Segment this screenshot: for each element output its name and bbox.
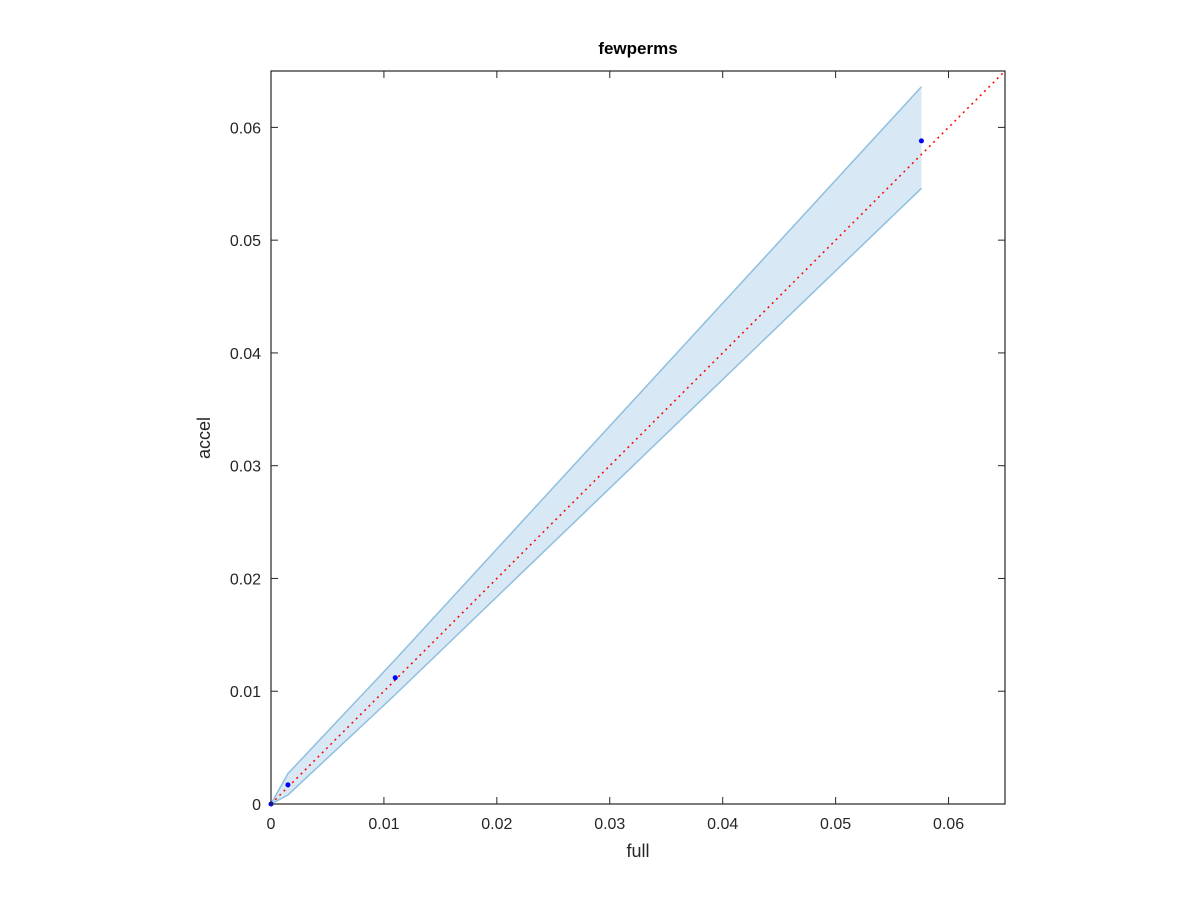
- band-fill: [271, 86, 922, 804]
- x-tick-label: 0: [267, 816, 276, 833]
- y-tick-label: 0.03: [230, 459, 261, 476]
- x-tick-label: 0.03: [594, 816, 625, 833]
- chart-title: fewperms: [598, 39, 677, 58]
- band-lower: [270, 187, 922, 805]
- x-tick-label: 0.05: [820, 816, 851, 833]
- x-tick-label: 0.06: [933, 816, 964, 833]
- y-tick-label: 0.05: [230, 233, 261, 250]
- point: [918, 138, 924, 144]
- y-tick-label: 0.01: [230, 684, 261, 701]
- y-tick-label: 0.06: [230, 120, 261, 137]
- y-tick-label: 0.02: [230, 571, 261, 588]
- x-tick-label: 0.04: [707, 816, 738, 833]
- y-axis-label: accel: [194, 417, 214, 459]
- point: [392, 675, 398, 681]
- band-upper: [270, 86, 922, 805]
- x-axis-label: full: [626, 841, 649, 861]
- axes-box: [270, 70, 1006, 805]
- reference-line: [270, 70, 1006, 805]
- y-tick-label: 0.04: [230, 346, 261, 363]
- y-tick-label: 0: [252, 797, 261, 814]
- x-tick-label: 0.02: [481, 816, 512, 833]
- point: [285, 782, 291, 788]
- x-tick-label: 0.01: [368, 816, 399, 833]
